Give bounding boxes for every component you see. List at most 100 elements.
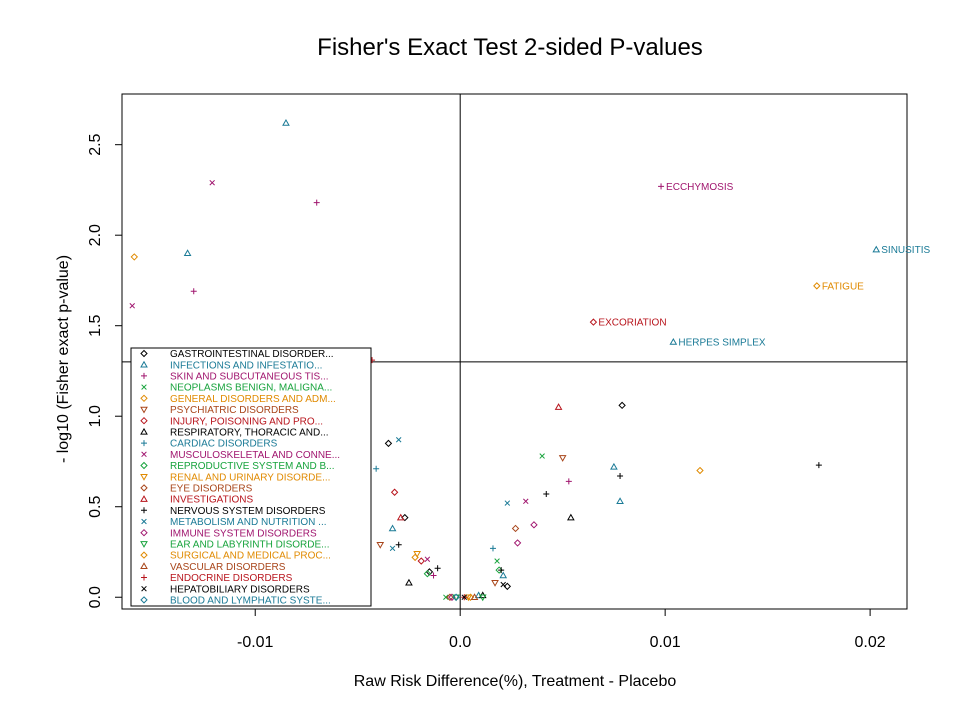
- y-tick-label: 0.5: [87, 496, 104, 518]
- data-point: [282, 118, 290, 126]
- series-23: [452, 593, 460, 601]
- legend-symbol: [141, 518, 147, 525]
- plot-frame: [121, 93, 908, 610]
- data-point: [401, 513, 409, 522]
- series-19: [466, 593, 475, 601]
- series-21: [369, 357, 468, 601]
- legend-entry: EAR AND LABYRINTH DISORDE...: [170, 540, 329, 551]
- data-point: [530, 521, 538, 529]
- data-point: [470, 593, 479, 600]
- legend-entry: GASTROINTESTINAL DISORDER...: [170, 349, 334, 360]
- data-point: [872, 245, 881, 253]
- y-tick-label: 1.0: [87, 405, 104, 427]
- series-15: [395, 462, 822, 574]
- data-point: [610, 462, 618, 470]
- legend-symbol: [140, 360, 148, 368]
- series-3: ECCHYMOSIS: [190, 182, 734, 579]
- y-axis-label: - log10 (Fisher exact p-value): [55, 255, 72, 463]
- data-point: [129, 303, 136, 309]
- legend-symbol: [141, 574, 147, 581]
- legend-entry: RESPIRATORY, THORACIC AND...: [170, 428, 329, 439]
- legend-entry: INVESTIGATIONS: [170, 495, 253, 506]
- legend-symbol: [141, 507, 147, 514]
- data-point: [658, 183, 665, 190]
- legend-entry: METABOLISM AND NUTRITION ...: [170, 517, 327, 528]
- legend-entry: IMMUNE SYSTEM DISORDERS: [170, 528, 317, 539]
- series-14: [396, 403, 563, 521]
- x-tick-label: 0.02: [855, 634, 886, 651]
- legend-entry: EYE DISORDERS: [170, 484, 253, 495]
- point-label: FATIGUE: [822, 281, 864, 292]
- y-tick-label: 1.5: [87, 314, 104, 336]
- data-point: [396, 513, 405, 521]
- legend-entry: HEPATOBILIARY DISORDERS: [170, 584, 310, 595]
- data-point: [565, 478, 572, 485]
- data-point: [376, 541, 385, 549]
- data-point: [513, 539, 522, 547]
- data-point: [373, 465, 380, 472]
- data-point: [669, 337, 678, 345]
- data-point: [389, 545, 396, 552]
- data-point: [616, 497, 624, 505]
- data-point: [443, 594, 449, 600]
- data-point: [589, 318, 598, 326]
- x-tick-label: -0.01: [237, 634, 274, 651]
- legend-symbol: [140, 406, 148, 414]
- data-point: [430, 572, 437, 579]
- series-22: [461, 581, 506, 600]
- data-point: [452, 594, 460, 602]
- data-point: [413, 551, 422, 558]
- data-point: [424, 556, 431, 562]
- data-point: [503, 582, 512, 591]
- series-20: [470, 593, 479, 600]
- y-tick-label: 2.0: [87, 224, 104, 246]
- legend-entry: VASCULAR DISORDERS: [170, 562, 286, 573]
- series-17: [448, 521, 538, 601]
- legend-symbol: [140, 473, 148, 481]
- point-label: EXCORIATION: [598, 318, 666, 329]
- data-point: [618, 401, 626, 410]
- series-16: [389, 436, 511, 552]
- legend-symbol: [141, 440, 147, 447]
- data-point: [446, 593, 454, 601]
- data-point: [567, 513, 575, 521]
- legend-symbol: [141, 585, 147, 592]
- data-point: [504, 500, 511, 506]
- data-point: [417, 557, 425, 565]
- data-point: [405, 578, 413, 586]
- legend-symbol: [141, 372, 147, 379]
- legend-symbol: [141, 384, 147, 390]
- data-point: [554, 403, 563, 410]
- y-tick-label: 2.5: [87, 133, 104, 155]
- data-point: [494, 558, 500, 564]
- legend-symbol: [140, 528, 148, 537]
- data-point: [478, 594, 487, 602]
- data-point: [461, 594, 468, 600]
- legend-symbol: [140, 541, 148, 548]
- data-point: [395, 541, 402, 548]
- legend-symbol: [140, 349, 148, 358]
- legend-entry: BLOOD AND LYMPHATIC SYSTE...: [170, 596, 331, 607]
- legend-entry: PSYCHIATRIC DISORDERS: [170, 405, 299, 416]
- data-point: [209, 179, 215, 186]
- legend-symbol: [140, 551, 148, 559]
- series-9: [373, 465, 496, 552]
- data-point: [183, 249, 192, 257]
- legend-symbol: [140, 495, 148, 502]
- data-point: [815, 462, 822, 469]
- data-point: [539, 453, 545, 459]
- legend-symbol: [140, 427, 148, 435]
- series-18: [452, 594, 487, 602]
- data-point: [130, 253, 139, 261]
- data-point: [452, 593, 460, 601]
- legend-entry: GENERAL DISORDERS AND ADM...: [170, 394, 336, 405]
- legend-symbol: [140, 484, 148, 492]
- series-13: [446, 524, 520, 601]
- data-point: [491, 580, 499, 587]
- legend-entry: RENAL AND URINARY DISORDE...: [170, 472, 330, 483]
- data-point: [543, 491, 550, 498]
- point-label: HERPES SIMPLEX: [678, 337, 766, 348]
- series-5: FATIGUE: [130, 253, 864, 562]
